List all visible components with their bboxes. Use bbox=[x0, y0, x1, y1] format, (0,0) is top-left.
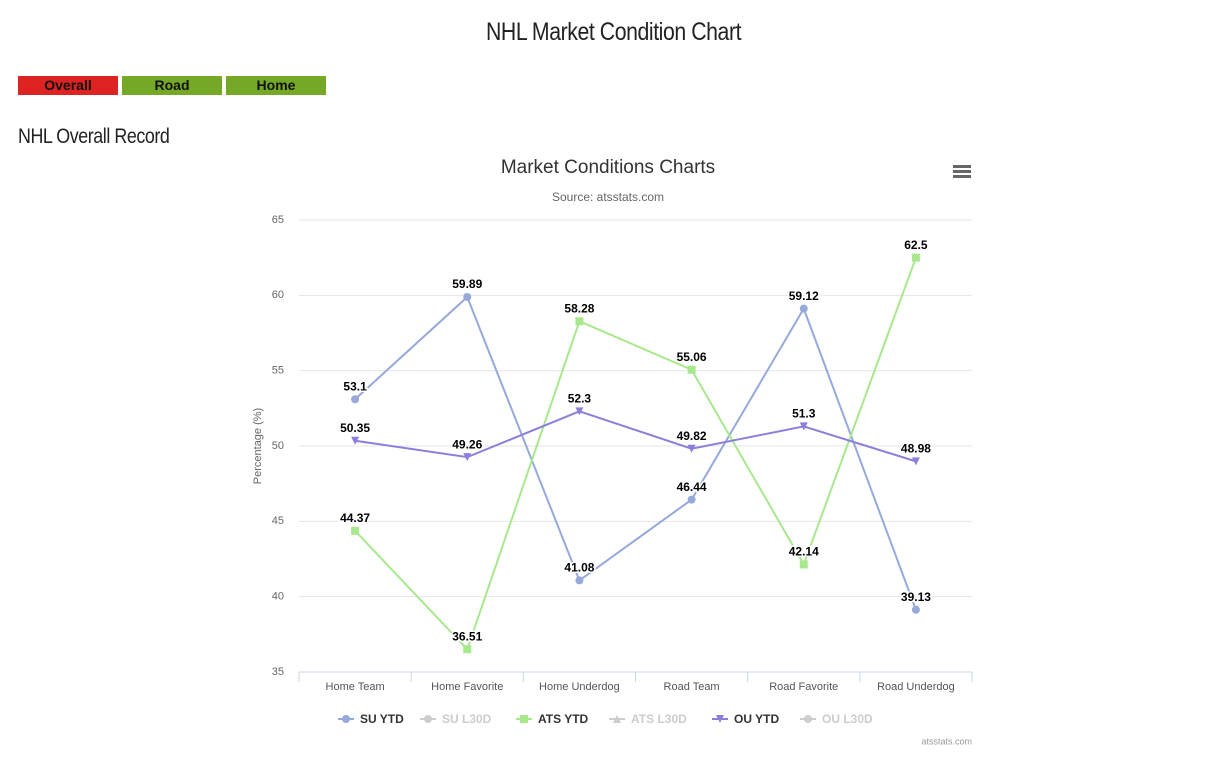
x-tick-label: Road Favorite bbox=[769, 681, 838, 693]
data-label: 39.13 bbox=[901, 590, 931, 604]
data-point bbox=[687, 495, 696, 504]
chart-title: Market Conditions Charts bbox=[501, 157, 715, 178]
data-point bbox=[575, 576, 584, 585]
legend-label: OU YTD bbox=[734, 712, 779, 726]
data-point bbox=[575, 407, 584, 416]
data-label: 62.5 bbox=[904, 238, 928, 252]
data-label: 58.28 bbox=[564, 301, 594, 315]
data-point bbox=[351, 526, 360, 535]
legend-item[interactable]: ATS L30D bbox=[609, 712, 687, 726]
legend-item[interactable]: OU YTD bbox=[712, 712, 779, 726]
x-tick-label: Home Underdog bbox=[539, 681, 620, 693]
data-point bbox=[911, 457, 920, 466]
data-point bbox=[463, 292, 472, 301]
data-point bbox=[575, 317, 584, 326]
data-label: 55.06 bbox=[677, 350, 707, 364]
credits[interactable]: atsstats.com bbox=[921, 736, 972, 746]
y-axis-label: Percentage (%) bbox=[252, 408, 264, 484]
y-tick-label: 50 bbox=[272, 440, 284, 452]
y-tick-label: 35 bbox=[272, 666, 284, 678]
legend-marker bbox=[342, 715, 350, 723]
x-tick-label: Home Team bbox=[326, 681, 385, 693]
y-tick-label: 55 bbox=[272, 365, 284, 377]
legend-item[interactable]: SU L30D bbox=[420, 712, 492, 726]
legend-label: ATS YTD bbox=[538, 712, 589, 726]
data-label: 59.12 bbox=[789, 289, 819, 303]
x-tick-label: Home Favorite bbox=[431, 681, 503, 693]
tab-button[interactable]: Road bbox=[122, 76, 222, 95]
data-label: 42.14 bbox=[789, 545, 819, 559]
x-tick-label: Road Team bbox=[664, 681, 720, 693]
series-line bbox=[354, 295, 917, 611]
legend-label: ATS L30D bbox=[631, 712, 687, 726]
y-tick-label: 40 bbox=[272, 591, 284, 603]
tab-button[interactable]: Overall bbox=[18, 76, 118, 95]
data-label: 36.51 bbox=[452, 629, 482, 643]
data-point bbox=[463, 645, 472, 654]
legend-item[interactable]: SU YTD bbox=[338, 712, 404, 726]
data-point bbox=[799, 560, 808, 569]
legend-marker bbox=[520, 715, 528, 723]
legend-marker bbox=[613, 715, 621, 723]
data-point bbox=[463, 453, 472, 462]
series-line bbox=[354, 257, 917, 652]
legend-marker bbox=[424, 715, 432, 723]
data-label: 51.3 bbox=[792, 407, 816, 421]
data-label: 49.26 bbox=[452, 437, 482, 451]
data-point bbox=[687, 365, 696, 374]
data-point bbox=[799, 422, 808, 431]
data-label: 59.89 bbox=[452, 277, 482, 291]
data-label: 44.37 bbox=[340, 511, 370, 525]
legend-item[interactable]: ATS YTD bbox=[516, 712, 589, 726]
legend-marker bbox=[716, 715, 724, 723]
legend-label: SU L30D bbox=[442, 712, 492, 726]
legend-label: SU YTD bbox=[360, 712, 404, 726]
data-point bbox=[799, 304, 808, 313]
data-label: 52.3 bbox=[568, 392, 592, 406]
data-label: 41.08 bbox=[564, 561, 594, 575]
x-tick-label: Road Underdog bbox=[877, 681, 955, 693]
data-point bbox=[351, 436, 360, 445]
series-line bbox=[354, 410, 917, 463]
y-tick-label: 45 bbox=[272, 515, 284, 527]
legend-label: OU L30D bbox=[822, 712, 873, 726]
page-title: NHL Market Condition Chart bbox=[486, 18, 742, 46]
tab-button[interactable]: Home bbox=[226, 76, 326, 95]
data-label: 48.98 bbox=[901, 442, 931, 456]
legend-marker bbox=[804, 715, 812, 723]
data-point bbox=[687, 444, 696, 453]
data-label: 49.82 bbox=[677, 429, 707, 443]
legend-item[interactable]: OU L30D bbox=[800, 712, 873, 726]
data-label: 50.35 bbox=[340, 421, 370, 435]
data-point bbox=[911, 253, 920, 262]
y-tick-label: 60 bbox=[272, 289, 284, 301]
data-label: 46.44 bbox=[677, 480, 707, 494]
y-tick-label: 65 bbox=[272, 214, 284, 226]
data-point bbox=[911, 605, 920, 614]
chart-subtitle: Source: atsstats.com bbox=[552, 190, 664, 204]
section-title: NHL Overall Record bbox=[18, 125, 170, 148]
menu-button[interactable] bbox=[953, 165, 971, 178]
data-label: 53.1 bbox=[343, 379, 367, 393]
data-point bbox=[351, 395, 360, 404]
